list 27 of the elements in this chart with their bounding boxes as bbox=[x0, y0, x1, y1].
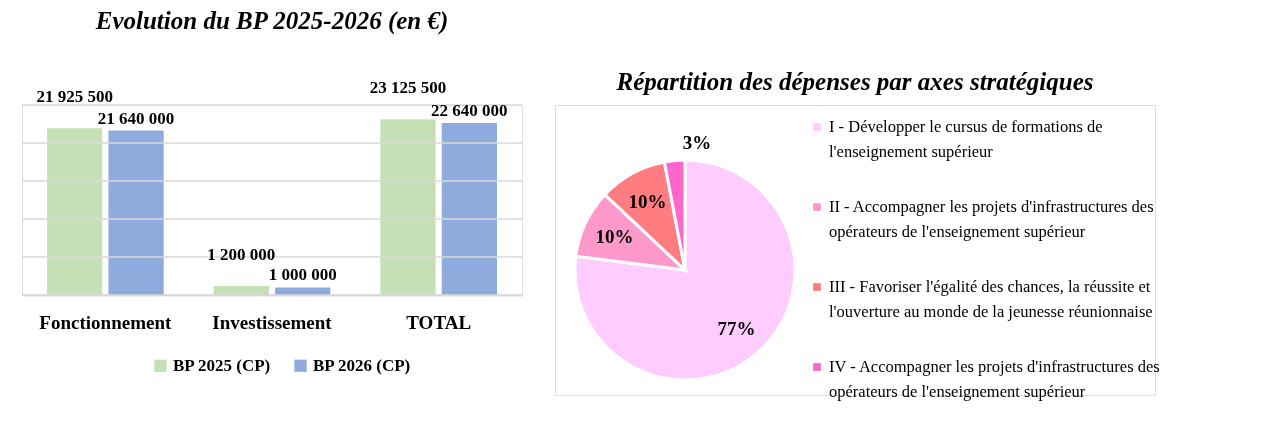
data-label: 10% bbox=[628, 190, 667, 212]
legend-label: IV - Accompagner les projets d'infrastructures des opérateurs de l'enseignement supérieur bbox=[829, 357, 1160, 401]
x-tick-label: Fonctionnement bbox=[39, 311, 172, 333]
data-label: 77% bbox=[717, 317, 756, 339]
data-label: 21 925 500 bbox=[36, 87, 113, 107]
data-label: 22 640 000 bbox=[431, 100, 508, 120]
pie-slice bbox=[573, 158, 797, 382]
legend-label: BP 2026 (CP) bbox=[313, 355, 411, 375]
chart-title: Répartition des dépenses par axes stratégiques bbox=[615, 68, 1094, 95]
bar bbox=[441, 122, 497, 295]
data-label: 1 200 000 bbox=[207, 244, 276, 264]
x-tick-label: TOTAL bbox=[406, 311, 472, 333]
bar bbox=[47, 128, 103, 295]
data-label: 21 640 000 bbox=[97, 108, 175, 128]
bar bbox=[380, 119, 436, 295]
legend-label: II - Accompagner les projets d'infrastructures des opérateurs de l'enseignement supérieur bbox=[829, 197, 1154, 241]
bar bbox=[108, 130, 164, 295]
bar bbox=[275, 287, 331, 295]
legend-label: I - Développer le cursus de formations de l'enseignement supérieur bbox=[829, 117, 1103, 161]
legend-label: III - Favoriser l'égalité des chances, la réussite et l'ouverture au monde de la jeunesse réunionnaise bbox=[829, 277, 1153, 321]
legend-label: BP 2025 (CP) bbox=[173, 355, 271, 375]
x-tick-label: Investissement bbox=[212, 311, 333, 333]
data-label: 23 125 500 bbox=[369, 78, 447, 98]
data-label: 10% bbox=[595, 225, 634, 247]
chart-title: Evolution du BP 2025-2026 (en €) bbox=[94, 7, 449, 36]
data-label: 3% bbox=[682, 131, 712, 153]
data-label: 1 000 000 bbox=[268, 265, 337, 285]
